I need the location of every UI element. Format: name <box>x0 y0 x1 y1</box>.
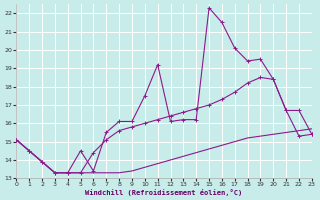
X-axis label: Windchill (Refroidissement éolien,°C): Windchill (Refroidissement éolien,°C) <box>85 189 243 196</box>
